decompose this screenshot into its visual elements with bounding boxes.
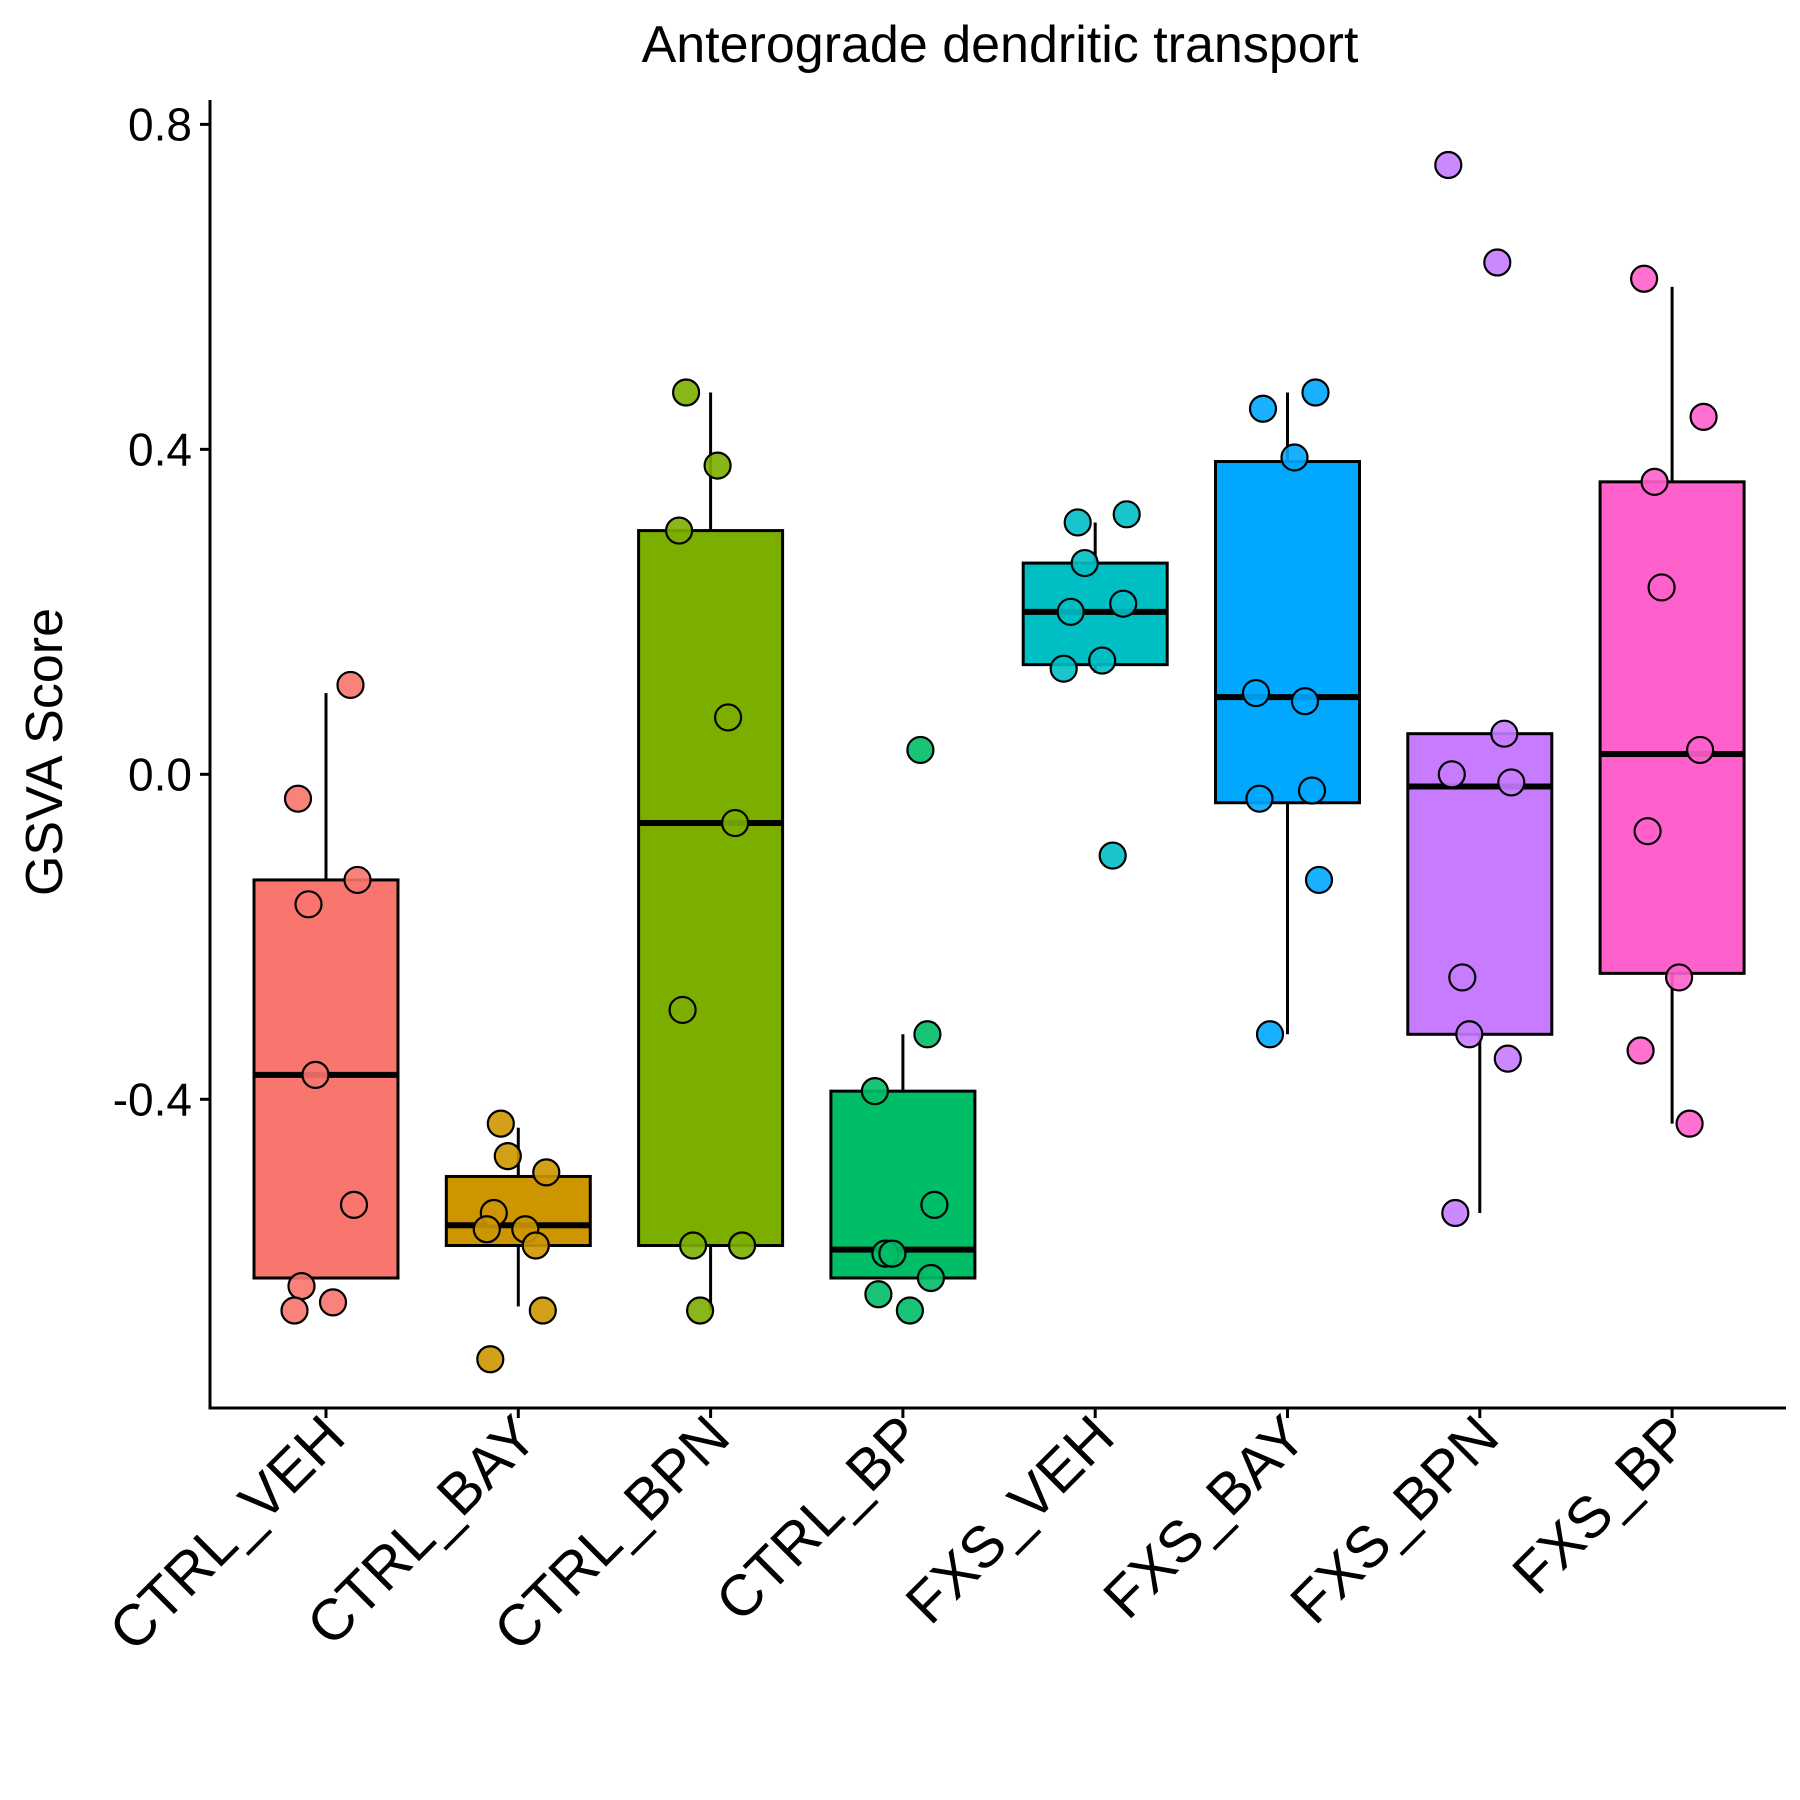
box — [1406, 732, 1554, 1036]
x-tick-label: CTRL_BP — [704, 1403, 935, 1634]
data-point — [895, 1296, 925, 1325]
data-point — [1434, 150, 1463, 180]
data-point — [343, 865, 372, 895]
chart-title: Anterograde dendritic transport — [642, 16, 1359, 74]
data-point — [493, 1142, 522, 1171]
data-point — [1280, 443, 1309, 472]
data-point — [1301, 378, 1330, 407]
plot-area — [252, 150, 1746, 1374]
data-point — [1070, 548, 1099, 578]
data-point — [920, 1190, 949, 1219]
data-point — [1629, 264, 1659, 293]
data-point — [864, 1280, 893, 1309]
data-point — [1088, 646, 1117, 675]
box-group-ctrl-veh — [252, 670, 400, 1325]
box-group-fxs-bpn — [1406, 150, 1554, 1228]
data-point — [1633, 817, 1662, 846]
data-point — [906, 735, 935, 765]
data-point — [1490, 719, 1519, 748]
data-point — [1685, 735, 1715, 765]
data-point — [336, 670, 365, 700]
data-point — [1248, 394, 1278, 423]
data-point — [339, 1190, 369, 1219]
data-point — [283, 784, 313, 813]
x-axis-ticks: CTRL_VEHCTRL_BAYCTRL_BPNCTRL_BPFXS_VEHFX… — [97, 1403, 1703, 1663]
data-point — [476, 1345, 505, 1374]
data-point — [1675, 1109, 1704, 1138]
data-point — [1437, 760, 1466, 789]
data-point — [668, 995, 697, 1025]
data-point — [280, 1296, 309, 1325]
data-point — [860, 1077, 890, 1106]
box-group-fxs-bp — [1598, 264, 1746, 1138]
data-point — [528, 1296, 557, 1325]
data-point — [1297, 776, 1327, 805]
data-point — [1049, 654, 1078, 683]
y-tick-label: 0.0 — [128, 748, 192, 800]
data-point — [1063, 508, 1092, 537]
data-point — [685, 1296, 715, 1325]
data-point — [486, 1109, 515, 1138]
data-point — [318, 1288, 348, 1317]
data-point — [1455, 1020, 1484, 1049]
data-point — [1056, 597, 1085, 626]
x-tick-label: FXS_BPN — [1278, 1403, 1511, 1636]
data-point — [678, 1231, 708, 1260]
data-point — [1497, 768, 1526, 797]
data-point — [1483, 248, 1512, 277]
data-point — [878, 1239, 907, 1268]
data-point — [916, 1263, 946, 1293]
data-point — [294, 890, 323, 919]
data-point — [664, 516, 694, 545]
data-point — [671, 378, 701, 407]
x-tick-label: FXS_VEH — [894, 1403, 1127, 1636]
y-tick-label: 0.4 — [128, 423, 192, 475]
box-group-ctrl-bpn — [637, 378, 785, 1325]
box-group-ctrl-bay — [444, 1109, 592, 1374]
box — [1214, 460, 1361, 805]
box-group-ctrl-bp — [829, 735, 977, 1325]
y-axis-ticks: 0.8 0.4 0.0 -0.4 — [113, 98, 210, 1125]
data-point — [913, 1020, 942, 1049]
box-group-fxs-bay — [1214, 378, 1361, 1049]
data-point — [720, 808, 750, 838]
data-point — [1098, 841, 1127, 870]
box — [1598, 480, 1746, 975]
data-point — [301, 1060, 330, 1090]
data-point — [1109, 589, 1138, 618]
data-point — [1664, 963, 1694, 992]
data-point — [1241, 678, 1271, 708]
y-axis-label: GSVA Score — [16, 608, 74, 896]
y-tick-label: 0.8 — [128, 98, 192, 150]
data-point — [1640, 467, 1669, 496]
data-point — [521, 1231, 550, 1260]
box-group-fxs-veh — [1021, 500, 1169, 870]
data-point — [703, 451, 732, 480]
box — [637, 529, 785, 1248]
data-point — [1245, 784, 1274, 813]
data-point — [713, 703, 743, 732]
data-point — [1626, 1036, 1655, 1065]
data-point — [287, 1272, 316, 1301]
data-point — [1689, 402, 1718, 431]
data-point — [1290, 687, 1320, 716]
y-tick-label: -0.4 — [113, 1073, 192, 1125]
x-tick-label: FXS_BP — [1500, 1403, 1703, 1606]
data-point — [532, 1158, 561, 1187]
data-point — [1255, 1020, 1285, 1049]
data-point — [727, 1231, 757, 1260]
data-point — [472, 1215, 501, 1244]
data-point — [1647, 573, 1676, 602]
data-point — [1441, 1198, 1470, 1228]
data-point — [1448, 963, 1477, 992]
data-point — [1493, 1044, 1522, 1073]
data-point — [1112, 500, 1141, 529]
data-point — [1304, 865, 1334, 895]
